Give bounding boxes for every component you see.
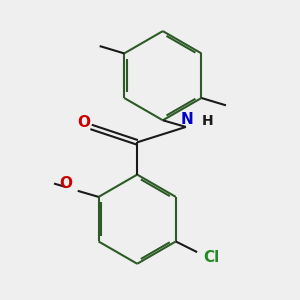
Text: O: O (59, 176, 72, 191)
Text: H: H (202, 114, 213, 128)
Text: N: N (181, 112, 193, 127)
Text: Cl: Cl (203, 250, 220, 265)
Text: O: O (77, 115, 90, 130)
